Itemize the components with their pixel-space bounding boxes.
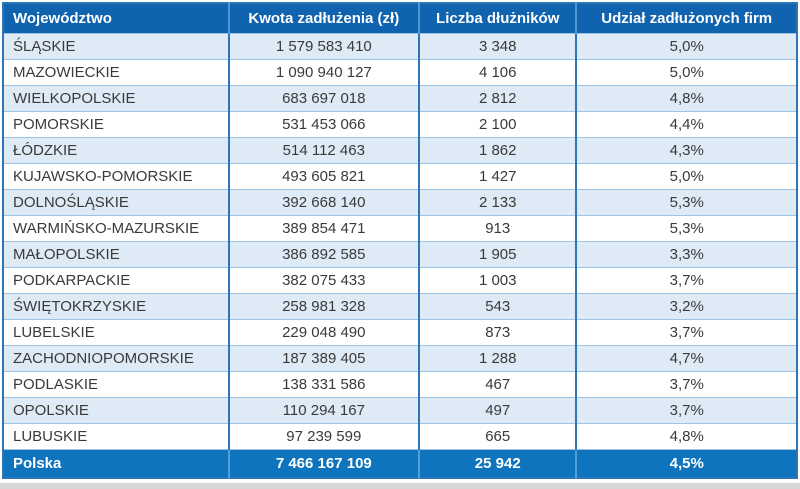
cell-udzial: 4,7% (575, 345, 797, 372)
header-cell-liczba: Liczba dłużników (418, 3, 577, 34)
table-row: PODLASKIE 138 331 586 467 3,7% (3, 371, 797, 398)
cell-kwota: 138 331 586 (227, 371, 420, 398)
cell-liczba: 873 (418, 319, 577, 346)
cell-udzial: 3,7% (575, 397, 797, 424)
cell-wojewodztwo: ŚWIĘTOKRZYSKIE (3, 293, 229, 320)
header-cell-udzial: Udział zadłużonych firm (575, 3, 797, 34)
table-row: LUBELSKIE 229 048 490 873 3,7% (3, 319, 797, 346)
table-body: ŚLĄSKIE 1 579 583 410 3 348 5,0% MAZOWIECKIE… (3, 33, 797, 450)
cell-wojewodztwo: PODKARPACKIE (3, 267, 229, 294)
table-row: MAŁOPOLSKIE 386 892 585 1 905 3,3% (3, 241, 797, 268)
table-row: LUBUSKIE 97 239 599 665 4,8% (3, 423, 797, 450)
cell-kwota: 1 579 583 410 (227, 33, 420, 60)
cell-kwota: 187 389 405 (227, 345, 420, 372)
cell-udzial: 3,7% (575, 267, 797, 294)
cell-kwota: 514 112 463 (227, 137, 420, 164)
cell-wojewodztwo: PODLASKIE (3, 371, 229, 398)
table-row: PODKARPACKIE 382 075 433 1 003 3,7% (3, 267, 797, 294)
cell-wojewodztwo: WIELKOPOLSKIE (3, 85, 229, 112)
header-cell-wojewodztwo: Województwo (3, 3, 229, 34)
cell-wojewodztwo: OPOLSKIE (3, 397, 229, 424)
table-row: MAZOWIECKIE 1 090 940 127 4 106 5,0% (3, 59, 797, 86)
table-row: OPOLSKIE 110 294 167 497 3,7% (3, 397, 797, 424)
cell-wojewodztwo: ŁÓDZKIE (3, 137, 229, 164)
table-row: POMORSKIE 531 453 066 2 100 4,4% (3, 111, 797, 138)
cell-kwota: 382 075 433 (227, 267, 420, 294)
cell-liczba: 2 133 (418, 189, 577, 216)
header-cell-kwota: Kwota zadłużenia (zł) (227, 3, 420, 34)
header-row: Województwo Kwota zadłużenia (zł) Liczba… (3, 3, 797, 34)
cell-wojewodztwo: ZACHODNIOPOMORSKIE (3, 345, 229, 372)
cell-udzial: 4,8% (575, 423, 797, 450)
table-row: ŁÓDZKIE 514 112 463 1 862 4,3% (3, 137, 797, 164)
cell-udzial: 3,7% (575, 319, 797, 346)
cell-udzial: 4,3% (575, 137, 797, 164)
cell-liczba: 3 348 (418, 33, 577, 60)
cell-liczba: 913 (418, 215, 577, 242)
table-header: Województwo Kwota zadłużenia (zł) Liczba… (3, 3, 797, 34)
cell-wojewodztwo: KUJAWSKO-POMORSKIE (3, 163, 229, 190)
table-row: WIELKOPOLSKIE 683 697 018 2 812 4,8% (3, 85, 797, 112)
cell-liczba: 1 905 (418, 241, 577, 268)
cell-liczba: 497 (418, 397, 577, 424)
cell-liczba: 665 (418, 423, 577, 450)
cell-udzial: 5,0% (575, 163, 797, 190)
total-cell-liczba: 25 942 (418, 449, 577, 478)
cell-liczba: 2 100 (418, 111, 577, 138)
table-row: KUJAWSKO-POMORSKIE 493 605 821 1 427 5,0% (3, 163, 797, 190)
cell-liczba: 543 (418, 293, 577, 320)
cell-udzial: 4,4% (575, 111, 797, 138)
cell-udzial: 3,2% (575, 293, 797, 320)
cell-udzial: 5,0% (575, 59, 797, 86)
total-cell-wojewodztwo: Polska (3, 449, 229, 478)
cell-wojewodztwo: POMORSKIE (3, 111, 229, 138)
cell-liczba: 1 862 (418, 137, 577, 164)
total-cell-kwota: 7 466 167 109 (227, 449, 420, 478)
cell-liczba: 2 812 (418, 85, 577, 112)
cell-wojewodztwo: MAŁOPOLSKIE (3, 241, 229, 268)
total-cell-udzial: 4,5% (575, 449, 797, 478)
cell-liczba: 1 427 (418, 163, 577, 190)
table-footer: Polska 7 466 167 109 25 942 4,5% (3, 449, 797, 478)
bottom-strip (0, 483, 800, 489)
cell-liczba: 467 (418, 371, 577, 398)
cell-liczba: 4 106 (418, 59, 577, 86)
cell-kwota: 1 090 940 127 (227, 59, 420, 86)
cell-kwota: 97 239 599 (227, 423, 420, 450)
cell-kwota: 493 605 821 (227, 163, 420, 190)
cell-kwota: 683 697 018 (227, 85, 420, 112)
cell-udzial: 3,3% (575, 241, 797, 268)
cell-kwota: 229 048 490 (227, 319, 420, 346)
table-row: WARMIŃSKO-MAZURSKIE 389 854 471 913 5,3% (3, 215, 797, 242)
cell-udzial: 5,3% (575, 189, 797, 216)
cell-udzial: 5,0% (575, 33, 797, 60)
cell-wojewodztwo: ŚLĄSKIE (3, 33, 229, 60)
cell-liczba: 1 288 (418, 345, 577, 372)
cell-wojewodztwo: LUBUSKIE (3, 423, 229, 450)
cell-kwota: 258 981 328 (227, 293, 420, 320)
table-row: ŚLĄSKIE 1 579 583 410 3 348 5,0% (3, 33, 797, 60)
cell-udzial: 5,3% (575, 215, 797, 242)
cell-wojewodztwo: DOLNOŚLĄSKIE (3, 189, 229, 216)
cell-kwota: 110 294 167 (227, 397, 420, 424)
table-row: ŚWIĘTOKRZYSKIE 258 981 328 543 3,2% (3, 293, 797, 320)
cell-kwota: 386 892 585 (227, 241, 420, 268)
table-row: ZACHODNIOPOMORSKIE 187 389 405 1 288 4,7% (3, 345, 797, 372)
cell-udzial: 3,7% (575, 371, 797, 398)
cell-wojewodztwo: WARMIŃSKO-MAZURSKIE (3, 215, 229, 242)
cell-liczba: 1 003 (418, 267, 577, 294)
total-row: Polska 7 466 167 109 25 942 4,5% (3, 449, 797, 478)
cell-kwota: 392 668 140 (227, 189, 420, 216)
table-row: DOLNOŚLĄSKIE 392 668 140 2 133 5,3% (3, 189, 797, 216)
cell-wojewodztwo: LUBELSKIE (3, 319, 229, 346)
debt-table: Województwo Kwota zadłużenia (zł) Liczba… (2, 2, 798, 479)
cell-kwota: 531 453 066 (227, 111, 420, 138)
cell-kwota: 389 854 471 (227, 215, 420, 242)
cell-wojewodztwo: MAZOWIECKIE (3, 59, 229, 86)
cell-udzial: 4,8% (575, 85, 797, 112)
